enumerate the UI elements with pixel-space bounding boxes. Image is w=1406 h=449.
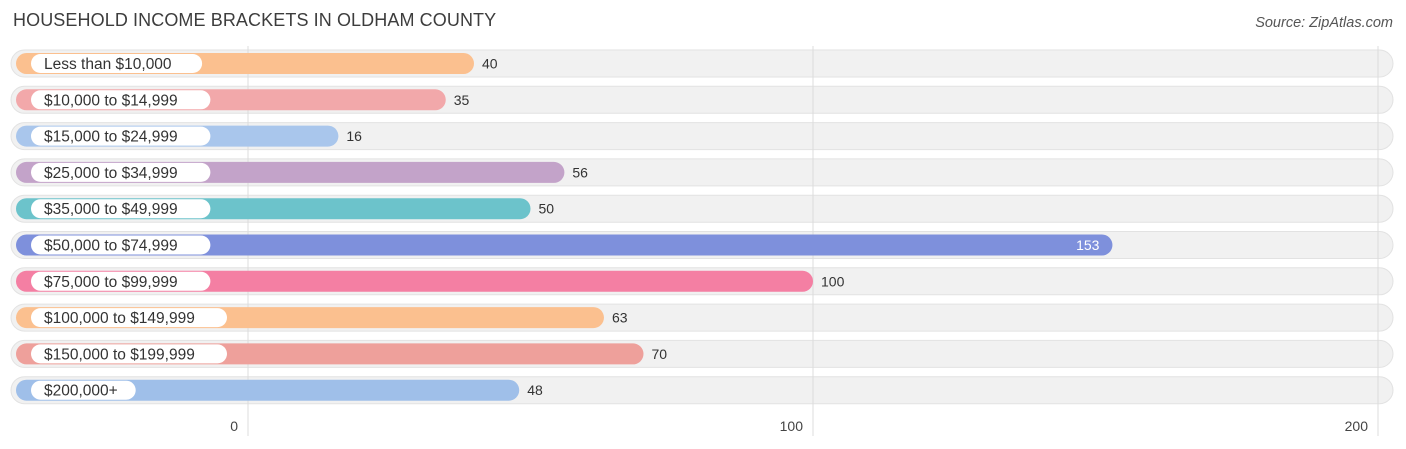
row-track (10, 122, 1394, 151)
value-label: 50 (539, 201, 555, 217)
value-label: 48 (527, 382, 543, 398)
value-label: 153 (1076, 237, 1100, 253)
chart-title: HOUSEHOLD INCOME BRACKETS IN OLDHAM COUN… (13, 10, 497, 30)
value-label: 70 (652, 346, 668, 362)
x-tick-label: 0 (230, 418, 238, 434)
category-label: $50,000 to $74,999 (44, 238, 178, 255)
category-label-pill (31, 126, 211, 146)
category-label-pill (31, 380, 136, 400)
category-label: $15,000 to $24,999 (44, 129, 178, 146)
category-label-pill (31, 199, 211, 219)
x-axis-ticks: 0 100 200 (230, 418, 1368, 434)
category-label: $75,000 to $99,999 (44, 274, 178, 291)
value-label: 56 (572, 164, 588, 180)
bar (16, 234, 1113, 256)
category-label-pill (31, 271, 211, 291)
category-label-pill (31, 162, 211, 182)
value-label: 16 (346, 128, 362, 144)
category-label: $35,000 to $49,999 (44, 201, 178, 218)
x-tick-label: 200 (1345, 418, 1369, 434)
category-label: $25,000 to $34,999 (44, 165, 178, 182)
x-tick-label: 100 (780, 418, 804, 434)
value-label: 100 (821, 273, 845, 289)
category-label-pill (31, 54, 203, 73)
category-label: $100,000 to $149,999 (44, 310, 195, 327)
category-label: Less than $10,000 (44, 56, 172, 73)
bar (16, 379, 520, 401)
value-label: 63 (612, 310, 628, 326)
category-label: $200,000+ (44, 383, 118, 400)
bar-layer: Less than $10,000 40 $10,000 to $14,999 35 $… (16, 53, 1113, 401)
category-label-pill (31, 308, 227, 328)
category-label-pill (31, 235, 211, 255)
value-label: 35 (454, 92, 470, 108)
value-label: 40 (482, 56, 498, 72)
category-label: $10,000 to $14,999 (44, 92, 178, 109)
source-credit: Source: ZipAtlas.com (1255, 15, 1393, 31)
bar (16, 270, 813, 292)
category-label: $150,000 to $199,999 (44, 346, 195, 363)
category-label-pill (31, 90, 211, 110)
category-label-pill (31, 344, 227, 364)
